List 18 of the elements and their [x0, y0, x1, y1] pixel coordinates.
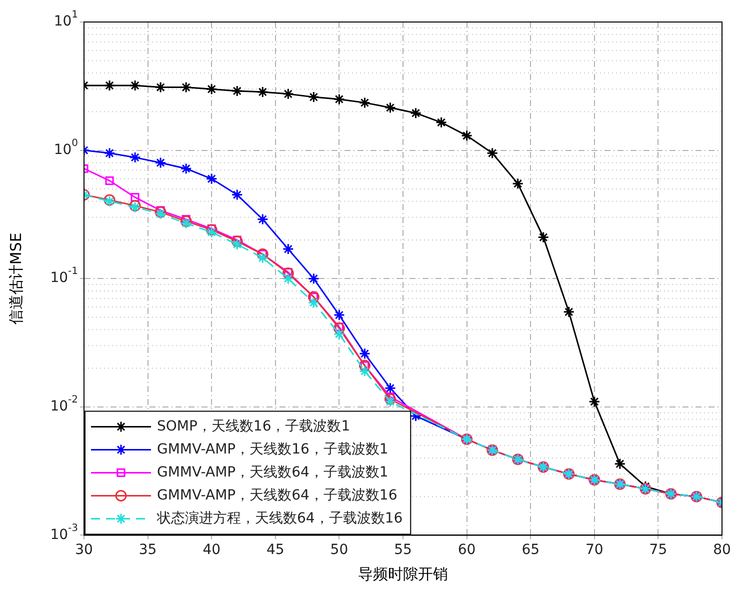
x-axis-title: 导频时隙开销	[358, 564, 448, 583]
x-tick-label: 65	[522, 542, 540, 558]
x-tick-label: 55	[394, 542, 412, 558]
legend-label: GMMV-AMP，天线数16，子载波数1	[157, 441, 388, 458]
legend-label: GMMV-AMP，天线数64，子载波数1	[157, 464, 388, 480]
legend-label: GMMV-AMP，天线数64，子载波数16	[157, 487, 398, 504]
x-tick-label: 35	[138, 542, 157, 558]
x-tick-label: 50	[330, 542, 348, 558]
y-axis-title: 信道估计MSE	[6, 232, 25, 325]
legend-label: SOMP，天线数16，子载波数1	[157, 418, 350, 434]
legend-label: 状态演进方程，天线数64，子载波数16	[156, 510, 403, 526]
x-tick-label: 40	[202, 542, 221, 558]
x-tick-label: 70	[585, 542, 604, 558]
x-tick-label: 80	[713, 542, 731, 558]
x-tick-label: 30	[75, 542, 93, 558]
x-tick-label: 45	[266, 542, 284, 558]
x-tick-label: 60	[458, 542, 476, 558]
x-tick-label: 75	[649, 542, 668, 558]
